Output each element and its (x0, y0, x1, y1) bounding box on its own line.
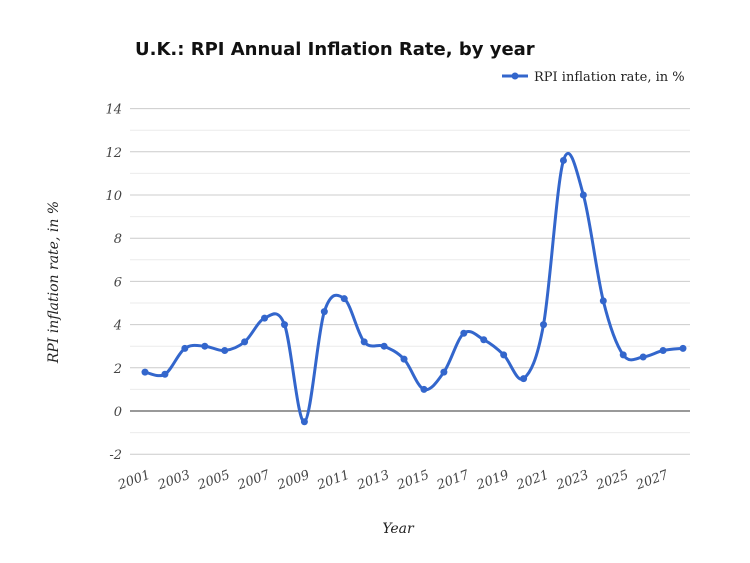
data-point-2028 (679, 344, 687, 352)
data-point-2001 (141, 368, 149, 376)
data-point-2023 (579, 191, 587, 199)
x-tick-label: 2011 (314, 468, 351, 494)
x-tick-label: 2027 (633, 467, 671, 493)
y-tick-label: 4 (113, 319, 122, 334)
legend-marker (511, 72, 519, 80)
legend-label: RPI inflation rate, in % (534, 70, 685, 85)
y-tick-label: 2 (113, 362, 122, 377)
data-point-2010 (320, 308, 328, 316)
y-tick-label: -2 (109, 448, 122, 463)
data-point-2021 (540, 321, 548, 329)
data-point-2017 (460, 329, 468, 337)
legend: RPI inflation rate, in % (502, 70, 685, 85)
y-tick-label: 12 (105, 146, 122, 161)
data-point-2006 (241, 338, 249, 346)
data-point-2009 (300, 418, 308, 426)
y-tick-label: 10 (105, 189, 122, 204)
y-tick-label: 8 (114, 232, 122, 247)
data-point-2012 (360, 338, 368, 346)
y-axis-label: RPI inflation rate, in % (46, 201, 62, 364)
x-tick-label: 2003 (155, 468, 192, 494)
x-tick-label: 2001 (115, 468, 152, 494)
series-line (144, 151, 684, 424)
chart-title: U.K.: RPI Annual Inflation Rate, by year (135, 39, 535, 60)
data-point-2011 (340, 295, 348, 303)
x-tick-label: 2005 (195, 468, 232, 494)
data-point-2002 (161, 370, 169, 378)
data-point-2003 (181, 344, 189, 352)
data-point-2024 (599, 297, 607, 305)
data-point-2020 (520, 375, 528, 383)
data-point-2018 (480, 336, 488, 344)
gridlines (130, 108, 690, 455)
x-tick-label: 2023 (554, 468, 591, 494)
y-tick-label: 6 (114, 275, 122, 290)
x-tick-label: 2007 (235, 467, 273, 493)
data-point-2026 (639, 353, 647, 361)
x-tick-label: 2013 (354, 468, 391, 494)
x-axis-ticks: 2001 2003 2005 2007 2009 2011 2013 2015 2017 2019… (115, 467, 671, 493)
x-tick-label: 2009 (275, 468, 312, 494)
x-tick-label: 2021 (514, 468, 551, 494)
data-point-2008 (280, 321, 288, 329)
data-point-2015 (420, 385, 428, 393)
data-point-2022 (559, 156, 567, 164)
data-point-2013 (380, 342, 388, 350)
data-points (141, 156, 687, 426)
x-tick-label: 2017 (434, 467, 472, 493)
data-point-2019 (500, 351, 508, 359)
y-tick-label: 14 (105, 103, 122, 118)
data-point-2016 (440, 368, 448, 376)
x-tick-label: 2019 (474, 468, 511, 494)
y-axis-ticks: -2 0 2 4 6 8 10 12 14 (105, 103, 122, 464)
x-axis-label: Year (382, 521, 415, 537)
data-point-2007 (261, 314, 269, 322)
data-point-2027 (659, 347, 667, 355)
y-tick-label: 0 (114, 405, 122, 420)
data-point-2014 (400, 355, 408, 363)
x-tick-label: 2015 (394, 468, 431, 494)
data-point-2025 (619, 351, 627, 359)
x-tick-label: 2025 (593, 468, 630, 494)
data-point-2005 (221, 347, 229, 355)
data-point-2004 (201, 342, 209, 350)
